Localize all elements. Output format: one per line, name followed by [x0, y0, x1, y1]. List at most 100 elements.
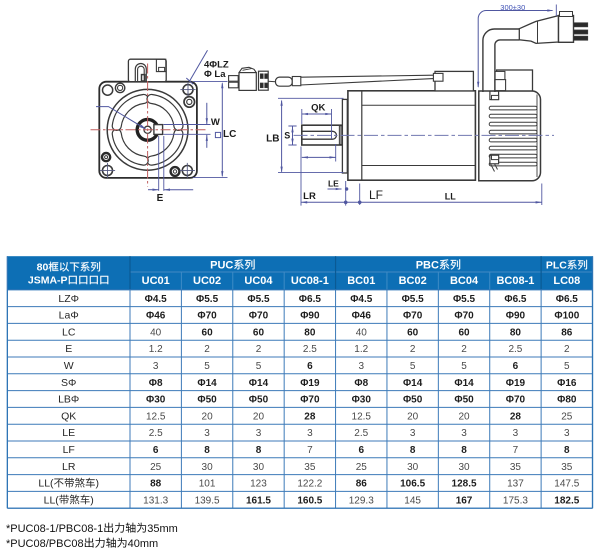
svg-text:LE: LE — [328, 178, 339, 188]
svg-text:W: W — [64, 360, 74, 372]
svg-text:80: 80 — [304, 327, 316, 338]
svg-text:1.2: 1.2 — [149, 344, 163, 355]
svg-text:131.3: 131.3 — [143, 495, 168, 506]
svg-text:25: 25 — [356, 462, 368, 473]
svg-text:): ) — [90, 494, 94, 506]
svg-text:*PUC08-1/PBC08-1: *PUC08-1/PBC08-1 — [6, 523, 103, 535]
svg-text:JSMA-P: JSMA-P — [28, 275, 68, 287]
svg-text:LL(: LL( — [38, 478, 54, 490]
svg-text:4ΦLZ: 4ΦLZ — [204, 59, 229, 70]
svg-text:Φ100: Φ100 — [554, 311, 579, 322]
svg-text:35: 35 — [510, 462, 522, 473]
svg-text:60: 60 — [202, 327, 214, 338]
svg-text:3: 3 — [256, 428, 262, 439]
svg-text:Φ70: Φ70 — [506, 395, 526, 406]
svg-text:60: 60 — [253, 327, 265, 338]
svg-text:129.3: 129.3 — [349, 495, 374, 506]
svg-text:161.5: 161.5 — [246, 495, 271, 506]
svg-text:QK: QK — [311, 103, 325, 114]
svg-text:UC01: UC01 — [142, 275, 170, 287]
svg-text:2.5: 2.5 — [354, 428, 368, 439]
svg-text:Φ50: Φ50 — [197, 395, 217, 406]
svg-text:Φ46: Φ46 — [146, 311, 166, 322]
svg-text:Φ8: Φ8 — [149, 378, 163, 389]
svg-text:28: 28 — [304, 411, 316, 422]
svg-text:Φ5.5: Φ5.5 — [453, 294, 476, 305]
svg-text:2.5: 2.5 — [508, 344, 522, 355]
svg-text:*PUC08/PBC08: *PUC08/PBC08 — [6, 538, 84, 550]
svg-text:Φ70: Φ70 — [300, 395, 320, 406]
svg-text:86: 86 — [561, 327, 573, 338]
svg-text:Φ90: Φ90 — [506, 311, 526, 322]
svg-text:6: 6 — [153, 445, 159, 456]
svg-text:Φ14: Φ14 — [454, 378, 474, 389]
svg-text:3: 3 — [410, 428, 416, 439]
svg-text:8: 8 — [461, 445, 467, 456]
svg-text:Φ19: Φ19 — [300, 378, 320, 389]
svg-text:12.5: 12.5 — [146, 411, 166, 422]
svg-text:12.5: 12.5 — [352, 411, 372, 422]
svg-text:Φ6.5: Φ6.5 — [556, 294, 579, 305]
svg-text:139.5: 139.5 — [195, 495, 220, 506]
svg-text:Φ30: Φ30 — [352, 395, 372, 406]
svg-text:7: 7 — [513, 445, 519, 456]
svg-text:3: 3 — [358, 361, 364, 372]
svg-text:20: 20 — [458, 411, 470, 422]
svg-text:5: 5 — [564, 361, 570, 372]
svg-text:Φ14: Φ14 — [249, 378, 269, 389]
svg-text:2.5: 2.5 — [149, 428, 163, 439]
svg-text:Φ5.5: Φ5.5 — [247, 294, 270, 305]
svg-text:LL(: LL( — [44, 494, 60, 506]
svg-text:60: 60 — [407, 327, 419, 338]
svg-text:3: 3 — [564, 428, 570, 439]
svg-text:80: 80 — [37, 262, 49, 274]
svg-text:8: 8 — [564, 445, 570, 456]
svg-text:LR: LR — [303, 191, 316, 202]
svg-text:LC: LC — [62, 326, 76, 338]
svg-text:Φ90: Φ90 — [300, 311, 320, 322]
svg-text:2: 2 — [204, 344, 210, 355]
svg-text:LZΦ: LZΦ — [58, 293, 79, 305]
svg-text:Φ5.5: Φ5.5 — [196, 294, 219, 305]
svg-text:3: 3 — [307, 428, 313, 439]
svg-text:30: 30 — [458, 462, 470, 473]
svg-text:LC08: LC08 — [553, 275, 580, 287]
svg-text:2: 2 — [564, 344, 570, 355]
svg-text:8: 8 — [256, 445, 262, 456]
svg-text:80: 80 — [510, 327, 522, 338]
svg-text:LE: LE — [62, 427, 75, 439]
svg-text:Φ6.5: Φ6.5 — [504, 294, 527, 305]
svg-text:25: 25 — [561, 411, 573, 422]
svg-text:30: 30 — [202, 462, 214, 473]
svg-text:300±30: 300±30 — [500, 3, 525, 12]
svg-text:Φ4.5: Φ4.5 — [350, 294, 373, 305]
svg-text:1.2: 1.2 — [354, 344, 368, 355]
svg-text:145: 145 — [404, 495, 421, 506]
svg-text:2: 2 — [461, 344, 467, 355]
svg-text:LR: LR — [62, 461, 76, 473]
svg-text:60: 60 — [458, 327, 470, 338]
svg-text:137: 137 — [507, 479, 524, 490]
svg-text:122.2: 122.2 — [297, 479, 322, 490]
svg-text:LF: LF — [63, 444, 75, 456]
svg-text:6: 6 — [513, 361, 519, 372]
svg-text:LB: LB — [266, 133, 279, 144]
svg-text:167: 167 — [456, 495, 473, 506]
svg-text:40: 40 — [356, 327, 368, 338]
svg-text:35mm: 35mm — [147, 523, 178, 535]
svg-text:PUC: PUC — [210, 260, 233, 272]
svg-text:LC: LC — [223, 129, 236, 140]
svg-text:LaΦ: LaΦ — [59, 310, 79, 322]
svg-text:20: 20 — [407, 411, 419, 422]
svg-text:147.5: 147.5 — [554, 479, 579, 490]
svg-text:30: 30 — [253, 462, 265, 473]
svg-text:35: 35 — [561, 462, 573, 473]
svg-text:101: 101 — [199, 479, 216, 490]
svg-text:Φ5.5: Φ5.5 — [402, 294, 425, 305]
svg-text:5: 5 — [204, 361, 210, 372]
svg-text:88: 88 — [150, 479, 162, 490]
svg-text:2: 2 — [410, 344, 416, 355]
svg-text:182.5: 182.5 — [554, 495, 579, 506]
svg-text:BC02: BC02 — [399, 275, 427, 287]
svg-text:Φ70: Φ70 — [249, 311, 269, 322]
